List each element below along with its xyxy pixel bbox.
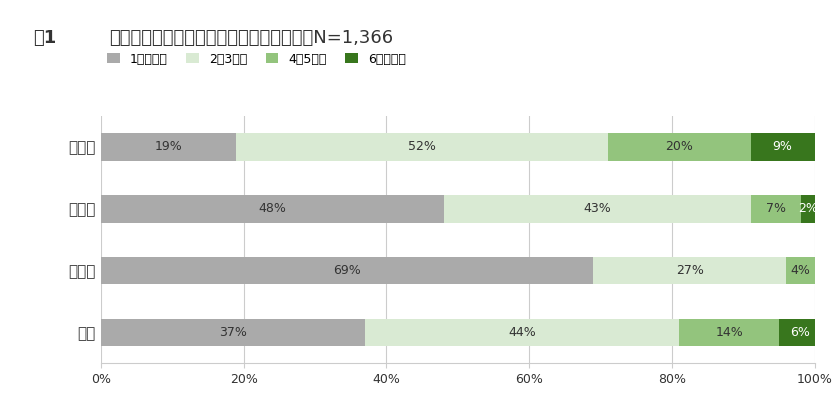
Text: 43%: 43%: [583, 202, 611, 215]
Bar: [101, 318, 365, 347]
Bar: [786, 256, 815, 285]
Legend: 1ヶ所のみ, 2～3ヶ所, 4～5ヶ所, 6ヶ所以上: 1ヶ所のみ, 2～3ヶ所, 4～5ヶ所, 6ヶ所以上: [107, 52, 406, 66]
Text: 52%: 52%: [408, 140, 436, 153]
Text: 9%: 9%: [773, 140, 793, 153]
Text: 19%: 19%: [155, 140, 182, 153]
Bar: [237, 133, 608, 161]
Bar: [751, 195, 801, 223]
Bar: [101, 256, 594, 285]
Text: 37%: 37%: [219, 326, 247, 339]
Bar: [801, 195, 815, 223]
Text: 2%: 2%: [798, 202, 817, 215]
Bar: [680, 318, 780, 347]
Text: 48%: 48%: [258, 202, 286, 215]
Bar: [594, 256, 786, 285]
Text: 44%: 44%: [508, 326, 536, 339]
Bar: [101, 195, 444, 223]
Bar: [365, 318, 680, 347]
Text: 提携医療機関の設置割合（施設タイプ別）N=1,366: 提携医療機関の設置割合（施設タイプ別）N=1,366: [109, 29, 393, 47]
Text: 6%: 6%: [790, 326, 811, 339]
Text: 20%: 20%: [665, 140, 693, 153]
Bar: [815, 256, 822, 285]
Text: 4%: 4%: [790, 264, 811, 277]
Text: 7%: 7%: [765, 202, 785, 215]
Bar: [780, 318, 822, 347]
Bar: [608, 133, 751, 161]
Text: 69%: 69%: [333, 264, 361, 277]
Bar: [444, 195, 751, 223]
Bar: [751, 133, 815, 161]
Text: 図1: 図1: [34, 29, 57, 47]
Text: 27%: 27%: [676, 264, 704, 277]
Text: 14%: 14%: [715, 326, 743, 339]
Bar: [101, 133, 237, 161]
